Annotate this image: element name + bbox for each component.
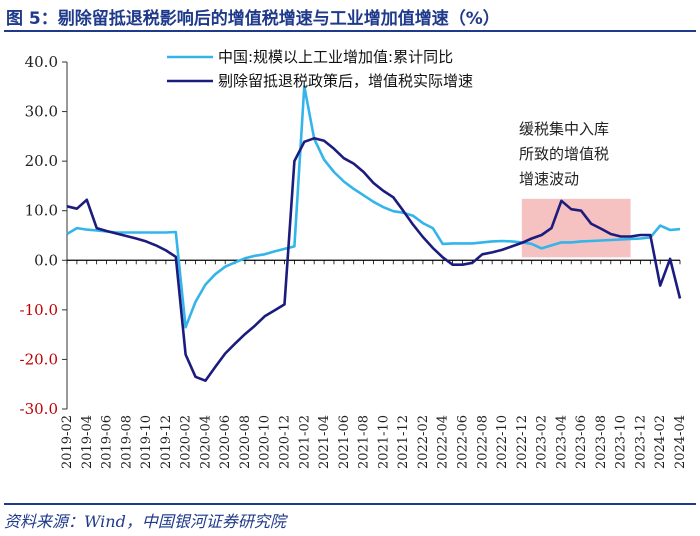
series-line-industrial: [66, 85, 681, 329]
x-tick-label: 2019-12: [159, 415, 174, 469]
x-tick-label: 2021-12: [396, 415, 411, 469]
y-tick-label: 20.0: [25, 152, 58, 170]
source-note: 资料来源：Wind，中国银河证券研究院: [4, 512, 286, 531]
y-tick-label: -10.0: [20, 301, 58, 319]
x-tick-label: 2023-04: [554, 415, 569, 469]
x-tick-label: 2021-04: [317, 415, 332, 469]
x-tick-label: 2021-08: [357, 415, 372, 469]
x-tick-label: 2020-10: [258, 415, 273, 469]
x-tick-label: 2022-06: [455, 415, 470, 469]
x-tick-label: 2023-08: [594, 415, 609, 469]
footer-divider: [4, 503, 696, 505]
x-tick-label: 2024-02: [653, 415, 668, 469]
x-tick-label: 2020-08: [238, 415, 253, 469]
x-tick-label: 2022-12: [515, 415, 530, 469]
x-tick-label: 2020-12: [278, 415, 293, 469]
y-tick-label: -20.0: [20, 350, 58, 368]
legend-label: 剔除留抵退税政策后，增值税实际增速: [218, 72, 473, 90]
y-tick-label: 40.0: [25, 53, 58, 71]
x-tick-label: 2019-10: [139, 415, 154, 469]
x-tick-label: 2019-08: [119, 415, 134, 469]
x-tick-label: 2021-02: [297, 415, 312, 469]
x-tick-label: 2020-06: [218, 415, 233, 469]
x-tick-label: 2019-06: [100, 415, 115, 469]
chart-title: 图 5：剔除留抵退税影响后的增值税增速与工业增加值增速（%）: [6, 9, 500, 29]
series-line-vat: [66, 137, 682, 383]
x-tick-label: 2021-10: [376, 415, 391, 469]
x-tick-label: 2022-08: [475, 415, 490, 469]
y-tick-label: 30.0: [25, 103, 58, 121]
x-tick-label: 2022-02: [416, 415, 431, 469]
annotation-line: 增速波动: [519, 170, 579, 188]
x-tick-label: 2021-06: [337, 415, 352, 469]
x-tick-label: 2024-04: [673, 415, 688, 469]
x-tick-label: 2023-02: [535, 415, 550, 469]
y-tick-label: 0.0: [34, 251, 58, 269]
x-tick-label: 2023-10: [614, 415, 629, 469]
x-tick-label: 2020-02: [179, 415, 194, 469]
x-tick-label: 2019-02: [60, 415, 75, 469]
x-tick-label: 2019-04: [80, 415, 95, 469]
title-divider: [4, 30, 696, 32]
annotation-line: 所致的增值税: [519, 145, 609, 163]
y-tick-label: 10.0: [25, 202, 58, 220]
annotation-line: 缓税集中入库: [519, 120, 609, 138]
legend-label: 中国:规模以上工业增加值:累计同比: [218, 48, 453, 66]
x-tick-label: 2023-12: [633, 415, 648, 469]
y-tick-label: -30.0: [20, 400, 58, 418]
x-tick-label: 2022-04: [436, 415, 451, 469]
x-tick-label: 2020-04: [198, 415, 213, 469]
x-tick-label: 2022-10: [495, 415, 510, 469]
x-tick-label: 2023-06: [574, 415, 589, 469]
highlight-band: [521, 198, 631, 258]
